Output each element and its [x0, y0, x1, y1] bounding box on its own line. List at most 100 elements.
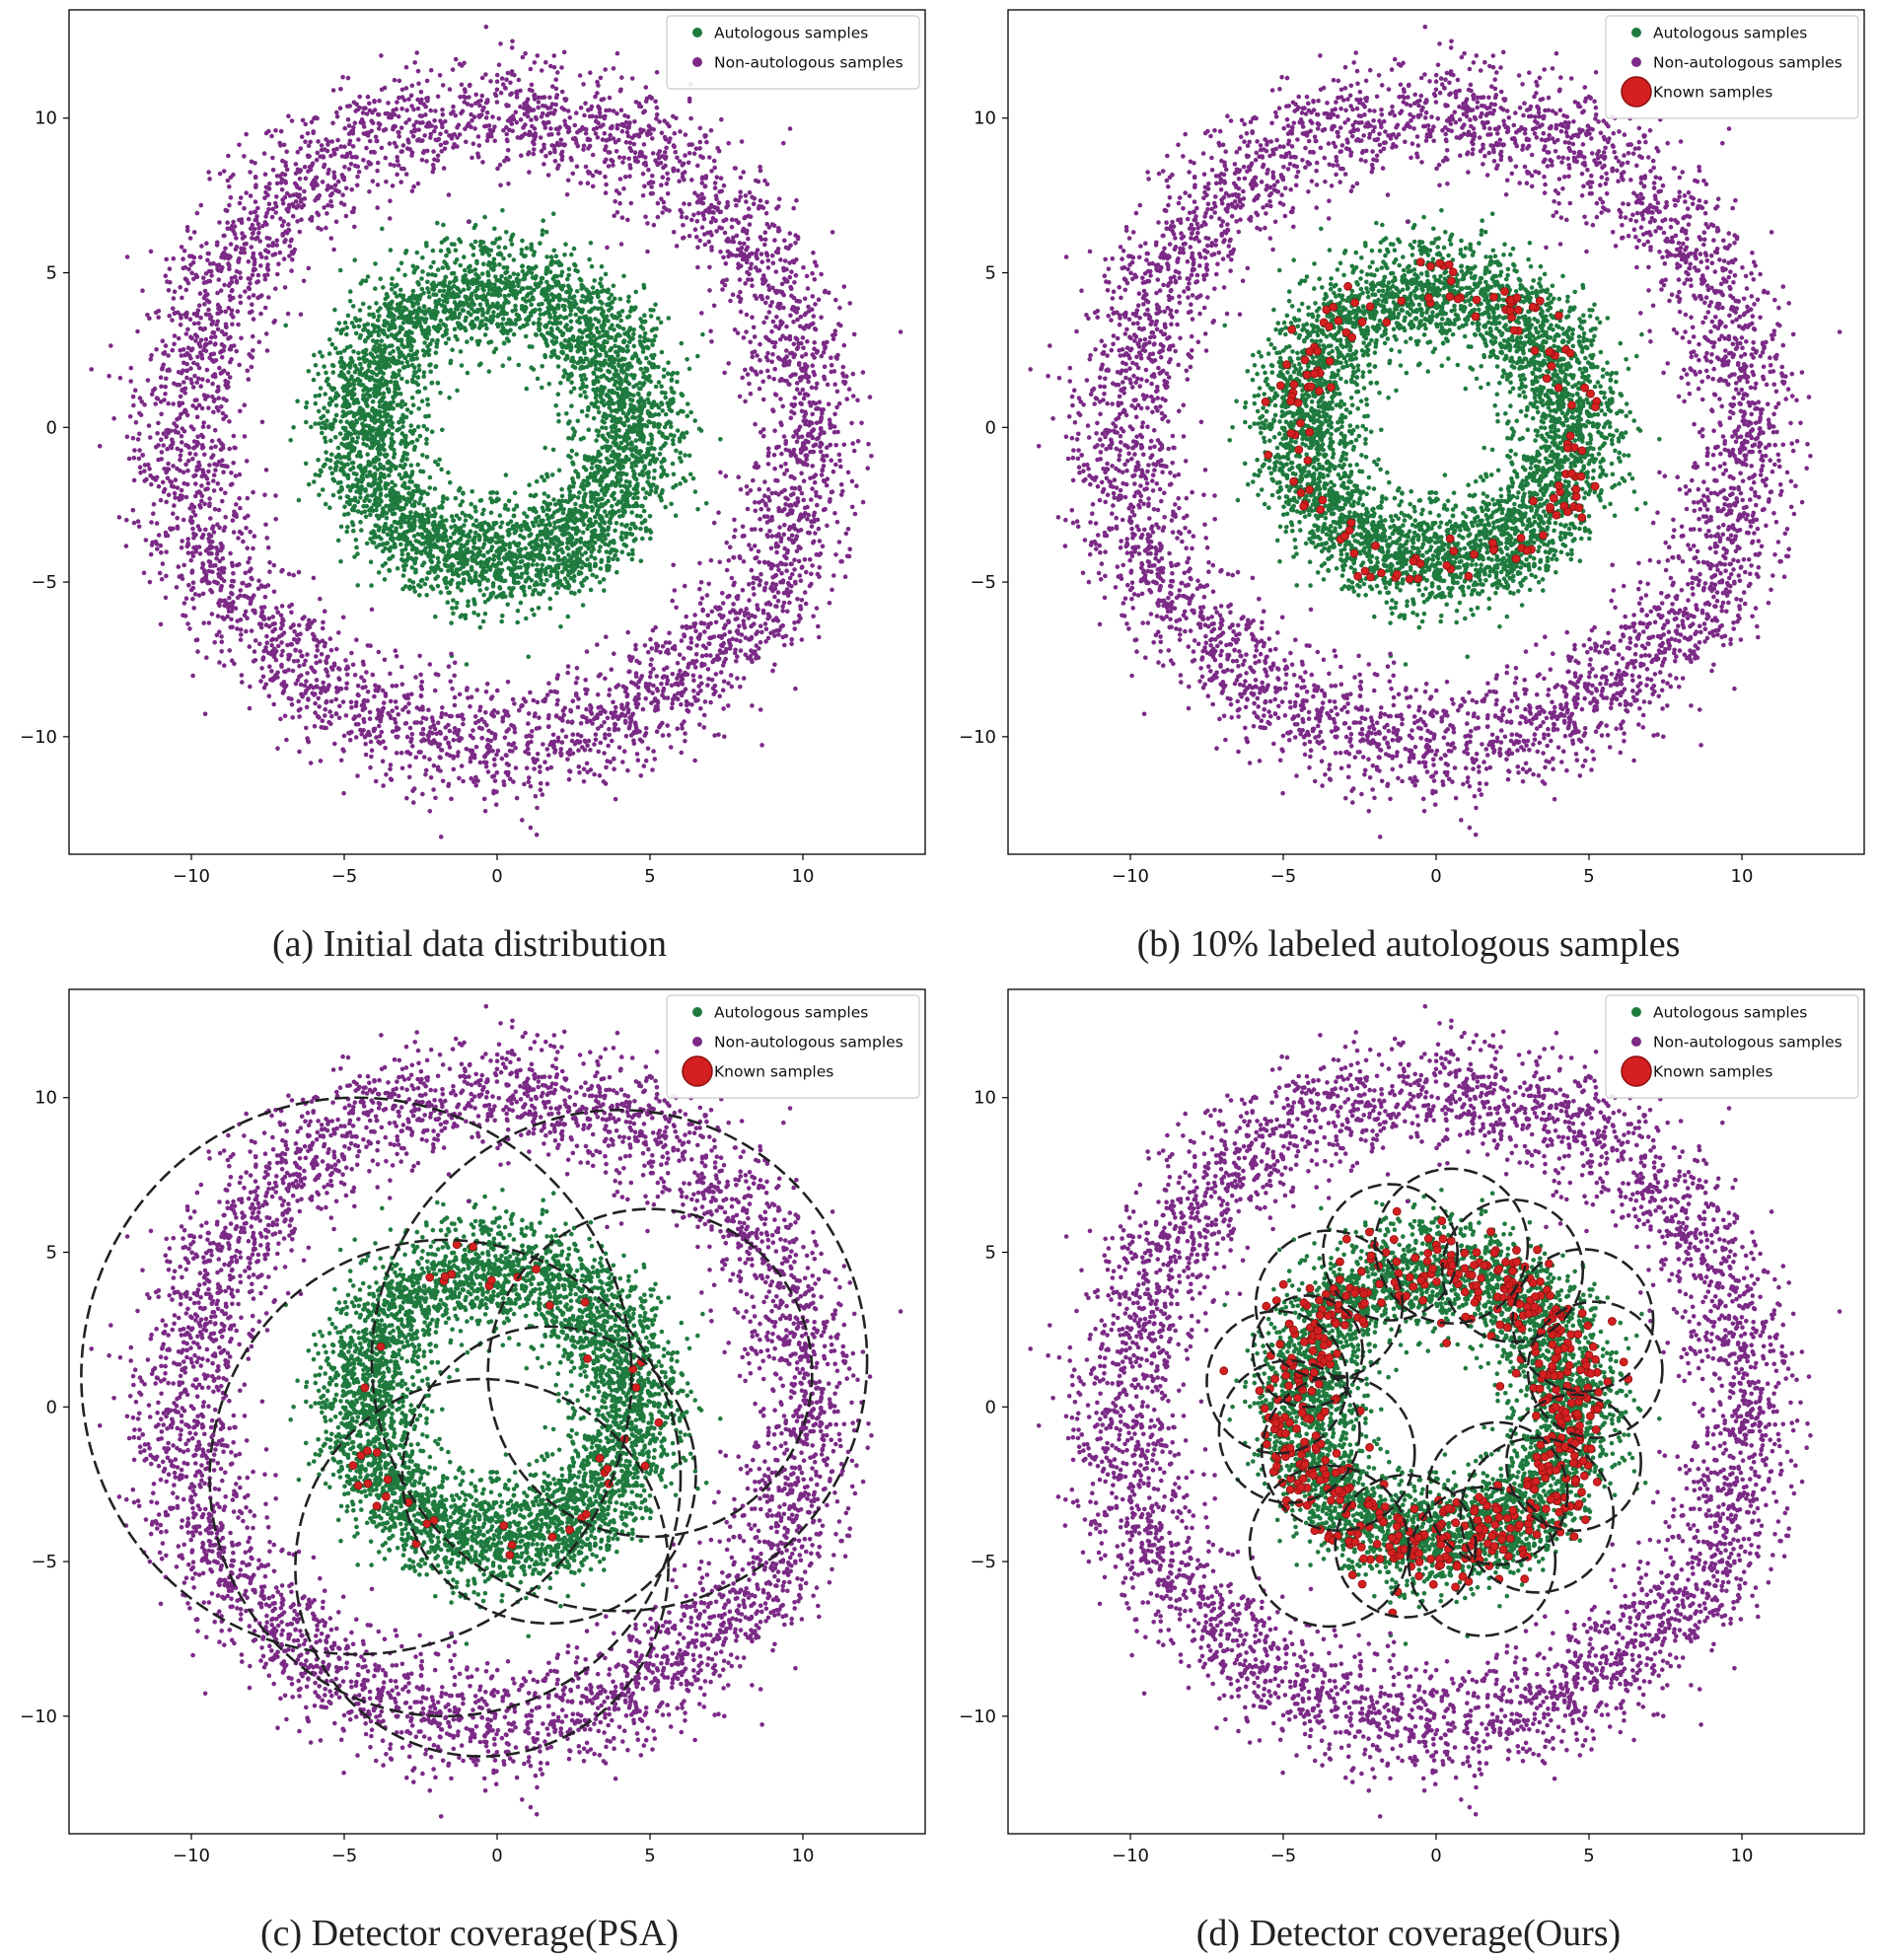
- nonautologous-point: [611, 699, 615, 705]
- autologous-point: [370, 399, 376, 404]
- autologous-point: [355, 509, 361, 514]
- autologous-point: [431, 280, 436, 286]
- autologous-point: [637, 386, 642, 392]
- autologous-point: [588, 241, 594, 246]
- autologous-point: [441, 288, 447, 294]
- nonautologous-point: [647, 674, 653, 680]
- autologous-point: [570, 475, 575, 481]
- autologous-point: [461, 578, 467, 584]
- autologous-point: [420, 269, 425, 274]
- autologous-point: [449, 242, 455, 247]
- autologous-point: [559, 269, 565, 275]
- autologous-point: [579, 310, 585, 315]
- autologous-point: [535, 567, 540, 573]
- autologous-point: [466, 286, 471, 292]
- autologous-point: [441, 322, 447, 327]
- autologous-point: [410, 402, 416, 408]
- autologous-point: [598, 544, 603, 549]
- autologous-point: [601, 577, 607, 582]
- nonautologous-point: [159, 577, 165, 582]
- autologous-point: [610, 418, 614, 424]
- autologous-point: [565, 276, 570, 282]
- autologous-point: [499, 520, 505, 526]
- autologous-point: [296, 497, 302, 503]
- autologous-point: [385, 532, 391, 537]
- nonautologous-point: [416, 127, 422, 132]
- nonautologous-point: [553, 77, 558, 82]
- autologous-point: [367, 498, 372, 504]
- autologous-point: [323, 392, 328, 397]
- autologous-point: [427, 570, 432, 575]
- nonautologous-point: [250, 302, 254, 308]
- autologous-point: [542, 352, 547, 358]
- autologous-point: [424, 576, 430, 581]
- autologous-point: [575, 360, 581, 366]
- autologous-point: [411, 303, 416, 308]
- autologous-point: [586, 427, 592, 433]
- autologous-point: [288, 438, 294, 443]
- autologous-point: [578, 366, 583, 371]
- autologous-point: [544, 254, 549, 259]
- autologous-point: [438, 249, 444, 254]
- autologous-point: [549, 258, 555, 264]
- autologous-point: [368, 445, 373, 451]
- nonautologous-point: [623, 734, 629, 739]
- autologous-point: [578, 393, 583, 399]
- autologous-point: [587, 309, 592, 315]
- autologous-point: [360, 383, 366, 388]
- autologous-point: [643, 376, 649, 382]
- autologous-point: [623, 544, 629, 548]
- autologous-point: [462, 523, 467, 528]
- nonautologous-point: [412, 60, 418, 65]
- autologous-point: [614, 521, 619, 526]
- autologous-point: [501, 591, 506, 596]
- autologous-point: [675, 371, 680, 376]
- autologous-point: [347, 289, 353, 294]
- autologous-point: [507, 356, 512, 361]
- autologous-point: [624, 343, 630, 349]
- nonautologous-point: [302, 164, 308, 170]
- autologous-point: [373, 286, 378, 291]
- autologous-point: [602, 588, 607, 593]
- autologous-point: [638, 427, 644, 432]
- autologous-point: [408, 423, 414, 428]
- nonautologous-point: [364, 145, 369, 151]
- autologous-point: [550, 447, 556, 453]
- autologous-point: [485, 578, 490, 583]
- autologous-point: [515, 272, 521, 277]
- autologous-point: [594, 428, 600, 433]
- autologous-point: [490, 584, 496, 589]
- autologous-point: [413, 351, 419, 357]
- autologous-point: [349, 461, 355, 466]
- autologous-point: [510, 232, 516, 238]
- autologous-point: [453, 259, 458, 265]
- autologous-point: [312, 479, 317, 484]
- autologous-point: [612, 390, 616, 396]
- autologous-point: [386, 467, 391, 472]
- autologous-point: [470, 299, 475, 305]
- autologous-point: [549, 513, 555, 519]
- autologous-point: [486, 340, 491, 345]
- autologous-point: [592, 471, 598, 475]
- autologous-point: [413, 294, 419, 299]
- nonautologous-point: [324, 225, 328, 231]
- autologous-point: [631, 327, 636, 332]
- nonautologous-point: [719, 116, 724, 122]
- autologous-point: [617, 296, 623, 302]
- autologous-point: [334, 327, 339, 332]
- autologous-point: [473, 293, 479, 299]
- autologous-point: [540, 562, 544, 567]
- autologous-point: [676, 410, 681, 416]
- autologous-point: [530, 607, 535, 613]
- autologous-point: [595, 405, 601, 410]
- autologous-point: [409, 439, 415, 445]
- autologous-point: [406, 318, 411, 323]
- autologous-point: [374, 378, 380, 384]
- autologous-point: [661, 374, 667, 379]
- autologous-point: [385, 429, 390, 435]
- autologous-point: [509, 281, 515, 286]
- autologous-point: [327, 505, 332, 510]
- autologous-point: [333, 455, 339, 460]
- autologous-point: [629, 510, 634, 515]
- autologous-point: [620, 496, 625, 502]
